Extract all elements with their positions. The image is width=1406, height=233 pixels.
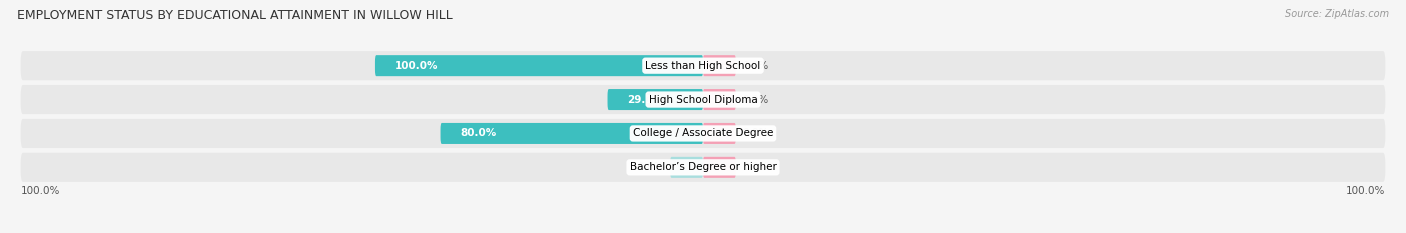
Text: College / Associate Degree: College / Associate Degree <box>633 128 773 138</box>
FancyBboxPatch shape <box>607 89 703 110</box>
Text: Bachelor’s Degree or higher: Bachelor’s Degree or higher <box>630 162 776 172</box>
Text: 80.0%: 80.0% <box>460 128 496 138</box>
Text: 100.0%: 100.0% <box>1346 186 1385 196</box>
Text: 100.0%: 100.0% <box>21 186 60 196</box>
Text: Less than High School: Less than High School <box>645 61 761 71</box>
Text: Source: ZipAtlas.com: Source: ZipAtlas.com <box>1285 9 1389 19</box>
FancyBboxPatch shape <box>21 153 1385 182</box>
FancyBboxPatch shape <box>375 55 703 76</box>
FancyBboxPatch shape <box>703 157 735 178</box>
FancyBboxPatch shape <box>703 89 735 110</box>
Text: 100.0%: 100.0% <box>395 61 439 71</box>
FancyBboxPatch shape <box>703 123 735 144</box>
FancyBboxPatch shape <box>21 119 1385 148</box>
Text: 0.0%: 0.0% <box>742 128 769 138</box>
FancyBboxPatch shape <box>21 51 1385 80</box>
Text: 29.1%: 29.1% <box>627 95 664 105</box>
Text: High School Diploma: High School Diploma <box>648 95 758 105</box>
Text: 0.0%: 0.0% <box>742 61 769 71</box>
FancyBboxPatch shape <box>440 123 703 144</box>
Text: 0.0%: 0.0% <box>637 162 664 172</box>
Text: 0.0%: 0.0% <box>742 162 769 172</box>
FancyBboxPatch shape <box>671 157 703 178</box>
FancyBboxPatch shape <box>21 85 1385 114</box>
Text: 0.0%: 0.0% <box>742 95 769 105</box>
FancyBboxPatch shape <box>703 55 735 76</box>
Text: EMPLOYMENT STATUS BY EDUCATIONAL ATTAINMENT IN WILLOW HILL: EMPLOYMENT STATUS BY EDUCATIONAL ATTAINM… <box>17 9 453 22</box>
